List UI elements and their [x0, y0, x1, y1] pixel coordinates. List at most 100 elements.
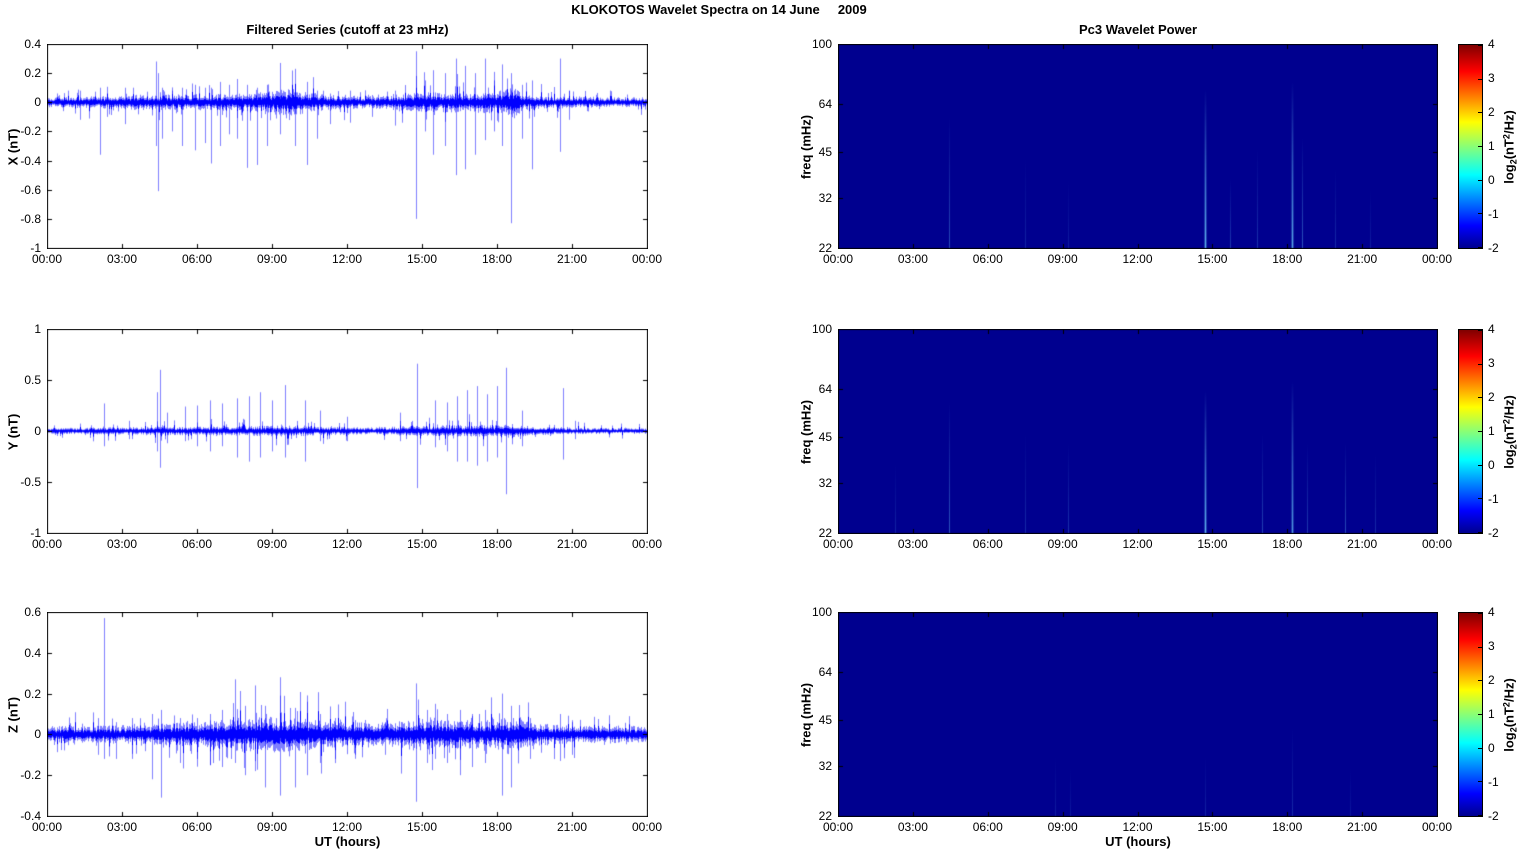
- x-tick-label: 18:00: [481, 820, 513, 834]
- y-tick-label: 32: [818, 758, 832, 773]
- x-tick-label: 00:00: [822, 537, 854, 551]
- colorbar-tick-mark: [1478, 78, 1482, 80]
- y-tick-label: 64: [818, 665, 832, 680]
- colorbar-tick-mark: [1478, 680, 1482, 682]
- colorbar-tick-mark: [1478, 146, 1482, 147]
- x-tick-label: 21:00: [556, 820, 588, 834]
- colorbar-tick-label: 2: [1488, 673, 1495, 687]
- x-tick-label: 21:00: [1347, 820, 1378, 834]
- x-tick-label: 12:00: [331, 537, 363, 551]
- y-tick-label: 45: [818, 429, 832, 444]
- colorbar-tick-label: -1: [1488, 775, 1499, 789]
- x-tick-label: 06:00: [972, 820, 1003, 834]
- plot-title-pc3-wavelet-power: Pc3 Wavelet Power: [1078, 22, 1197, 37]
- x-tick-label: 00:00: [31, 537, 63, 551]
- colorbar-tick-mark: [1478, 112, 1482, 114]
- y-tick-label: 45: [818, 144, 832, 159]
- y-tick-label: -0.2: [20, 124, 41, 139]
- colorbar-tick-label: 4: [1488, 605, 1495, 619]
- z-series-plot-area: [47, 612, 648, 817]
- x-tick-label: 15:00: [1197, 820, 1228, 834]
- y-tick-label: 100: [811, 37, 832, 51]
- x-tick-label: 06:00: [181, 252, 213, 266]
- y-tick-label: 0: [34, 424, 41, 438]
- colorbar-z: [1458, 612, 1483, 817]
- y-tick-label: 22: [818, 241, 832, 255]
- colorbar-tick-label: 1: [1488, 139, 1495, 153]
- x-tick-label: 03:00: [897, 537, 928, 551]
- y-tick-label: -0.8: [20, 211, 41, 226]
- x-tick-label: 00:00: [631, 820, 663, 834]
- colorbar-tick-mark: [1478, 498, 1482, 500]
- x-axis-label-ut-hours: UT (hours): [314, 834, 381, 849]
- y-tick-label: 0.5: [24, 373, 41, 387]
- x-tick-label: 03:00: [897, 252, 928, 266]
- x-tick-label: 21:00: [556, 252, 588, 266]
- y-tick-label: 100: [811, 322, 832, 336]
- y-tick-label: 1: [34, 322, 41, 336]
- colorbar-tick-mark: [1478, 330, 1482, 331]
- x-tick-label: 15:00: [406, 820, 438, 834]
- colorbar-tick-mark: [1478, 45, 1482, 46]
- colorbar-y: [1458, 329, 1483, 534]
- x-tick-label: 09:00: [256, 252, 288, 266]
- colorbar-tick-label: 3: [1488, 71, 1495, 85]
- x-tick-label: 12:00: [1122, 252, 1153, 266]
- x-tick-label: 12:00: [331, 252, 363, 266]
- x-tick-label: 06:00: [972, 537, 1003, 551]
- x-tick-label: 15:00: [406, 252, 438, 266]
- y-tick-label: 64: [818, 97, 832, 112]
- colorbar-label: log2(nT2/Hz): [1501, 677, 1519, 752]
- colorbar-tick-label: -2: [1488, 809, 1499, 823]
- colorbar-tick-mark: [1478, 781, 1482, 783]
- colorbar-tick-mark: [1478, 464, 1482, 466]
- colorbar-tick-mark: [1478, 646, 1482, 648]
- x-tick-label: 09:00: [1047, 820, 1078, 834]
- colorbar-tick-label: 4: [1488, 37, 1495, 51]
- x-tick-label: 09:00: [256, 537, 288, 551]
- x-tick-label: 18:00: [1272, 820, 1303, 834]
- y-tick-label: 0: [34, 727, 41, 742]
- colorbar-tick-label: 1: [1488, 424, 1495, 438]
- y-tick-label: 0.4: [24, 37, 41, 51]
- y-tick-label: 0.2: [24, 66, 41, 81]
- colorbar-x: [1458, 44, 1483, 249]
- colorbar-tick-label: 1: [1488, 707, 1495, 721]
- y-tick-label: -1: [30, 526, 41, 540]
- x-tick-label: 03:00: [897, 820, 928, 834]
- x-tick-label: 00:00: [31, 820, 63, 834]
- x-tick-label: 15:00: [1197, 537, 1228, 551]
- colorbar-tick-mark: [1478, 815, 1482, 816]
- y-tick-label: -0.5: [20, 475, 41, 489]
- x-tick-label: 00:00: [822, 252, 854, 266]
- y-tick-label: 64: [818, 382, 832, 397]
- y-tick-label: 32: [818, 190, 832, 205]
- colorbar-tick-label: 0: [1488, 741, 1495, 755]
- y-tick-label: 0: [34, 95, 41, 110]
- colorbar-tick-mark: [1478, 179, 1482, 181]
- x-tick-label: 00:00: [1421, 820, 1453, 834]
- y-tick-label: 0.2: [24, 686, 41, 701]
- colorbar-tick-mark: [1478, 532, 1482, 533]
- x-spectrogram-plot-area: [838, 44, 1438, 249]
- colorbar-tick-mark: [1478, 613, 1482, 614]
- colorbar-tick-mark: [1478, 213, 1482, 215]
- x-series-plot-area: [47, 44, 648, 249]
- x-tick-label: 00:00: [31, 252, 63, 266]
- colorbar-tick-mark: [1478, 397, 1482, 399]
- x-tick-label: 15:00: [1197, 252, 1228, 266]
- y-tick-label: -0.4: [20, 153, 41, 168]
- colorbar-tick-mark: [1478, 714, 1482, 715]
- x-tick-label: 21:00: [1347, 252, 1378, 266]
- colorbar-tick-label: -1: [1488, 492, 1499, 506]
- x-tick-label: 00:00: [1421, 537, 1453, 551]
- x-tick-label: 12:00: [1122, 537, 1153, 551]
- x-tick-label: 00:00: [631, 252, 663, 266]
- x-tick-label: 00:00: [1421, 252, 1453, 266]
- colorbar-tick-label: 3: [1488, 639, 1495, 653]
- colorbar-tick-mark: [1478, 247, 1482, 248]
- y-tick-label: -0.4: [20, 809, 41, 823]
- colorbar-tick-mark: [1478, 747, 1482, 749]
- x-tick-label: 15:00: [406, 537, 438, 551]
